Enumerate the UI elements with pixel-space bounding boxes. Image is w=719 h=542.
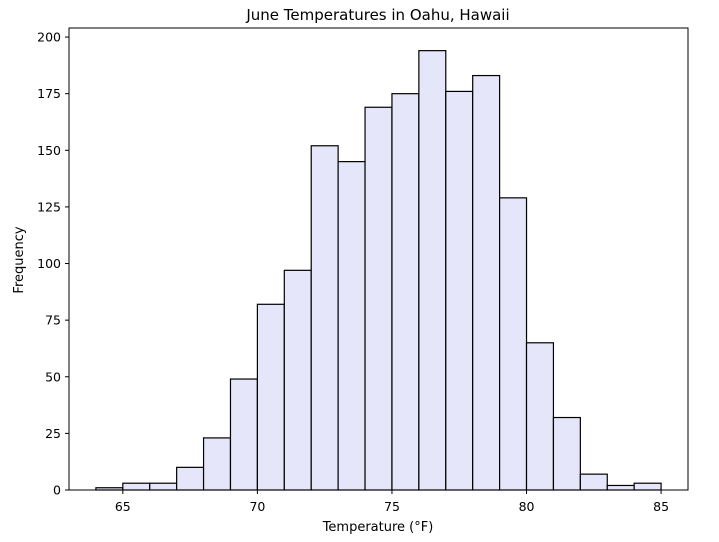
histogram-bar [552, 416, 581, 491]
x-tick-label: 70 [249, 499, 265, 514]
y-tick-label: 175 [37, 86, 61, 101]
histogram-bar [337, 161, 366, 491]
histogram-bar [122, 482, 151, 491]
histogram-bar [633, 482, 662, 491]
y-tick-label: 150 [37, 143, 61, 158]
histogram-bar [445, 90, 474, 491]
histogram-bar [202, 437, 232, 491]
y-axis-ticks: 0 25 50 75 100 125 150 175 200 [37, 30, 69, 498]
y-tick-label: 25 [45, 426, 61, 441]
y-tick-label: 0 [53, 483, 61, 498]
y-tick-label: 50 [45, 369, 61, 384]
x-axis-ticks: 65 70 75 80 85 [115, 490, 669, 514]
x-tick-label: 85 [653, 499, 669, 514]
y-tick-label: 125 [37, 199, 61, 214]
y-axis-label: Frequency [12, 226, 27, 293]
histogram-bar [149, 482, 178, 491]
x-tick-label: 65 [115, 499, 131, 514]
y-tick-label: 75 [45, 313, 61, 328]
histogram-bar [606, 484, 635, 491]
histogram-bar [229, 378, 258, 491]
x-tick-label: 80 [519, 499, 535, 514]
x-tick-label: 75 [384, 499, 400, 514]
histogram-bar [364, 106, 393, 491]
histogram-bar [418, 50, 447, 491]
histogram-bar [499, 197, 528, 491]
histogram-bar [472, 74, 501, 491]
x-axis-label: Temperature (°F) [322, 520, 434, 535]
histogram-bar [283, 269, 312, 491]
histogram-bar [256, 303, 285, 491]
histogram-bar [579, 473, 608, 491]
plot-frame [68, 27, 689, 491]
histogram-bar [525, 342, 555, 491]
chart-title: June Temperatures in Oahu, Hawaii [245, 6, 509, 24]
histogram-bar [310, 145, 339, 491]
histogram-bar [391, 93, 420, 491]
histogram-bar [176, 466, 205, 491]
y-tick-label: 100 [37, 256, 61, 271]
bars-group [95, 50, 662, 491]
y-tick-label: 200 [37, 30, 61, 45]
